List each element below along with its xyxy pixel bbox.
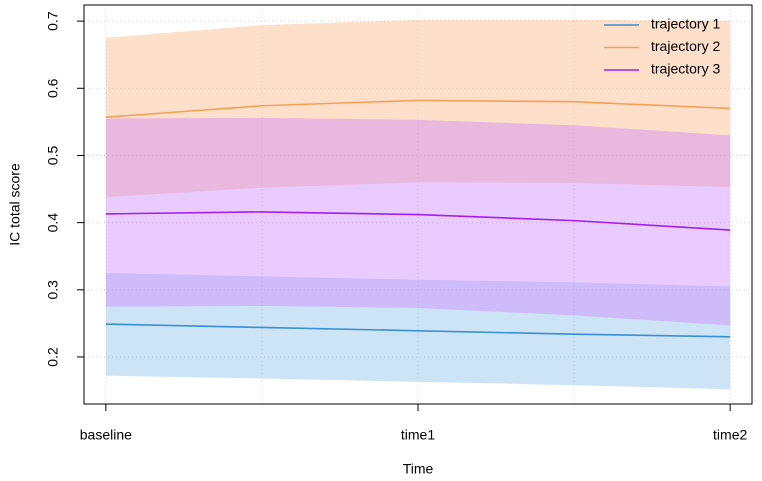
y-tick-label: 0.7 (45, 11, 61, 31)
y-tick-label: 0.2 (45, 347, 61, 367)
legend-label: trajectory 2 (651, 38, 720, 54)
confidence-band (105, 19, 731, 198)
y-tick-label: 0.5 (45, 146, 61, 166)
y-axis-title: IC total score (7, 163, 23, 246)
x-tick-label: time1 (401, 427, 435, 443)
y-tick-label: 0.3 (45, 280, 61, 300)
legend-label: trajectory 3 (651, 61, 720, 77)
y-tick-label: 0.4 (45, 213, 61, 233)
x-tick-label: baseline (80, 427, 132, 443)
trajectory-line (105, 323, 731, 338)
trajectory-line (105, 99, 731, 118)
legend-label: trajectory 1 (651, 16, 720, 32)
trajectory-line (105, 211, 731, 231)
x-axis-title: Time (403, 461, 434, 477)
y-tick-label: 0.6 (45, 78, 61, 98)
x-tick-label: time2 (713, 427, 747, 443)
confidence-band (105, 117, 731, 326)
